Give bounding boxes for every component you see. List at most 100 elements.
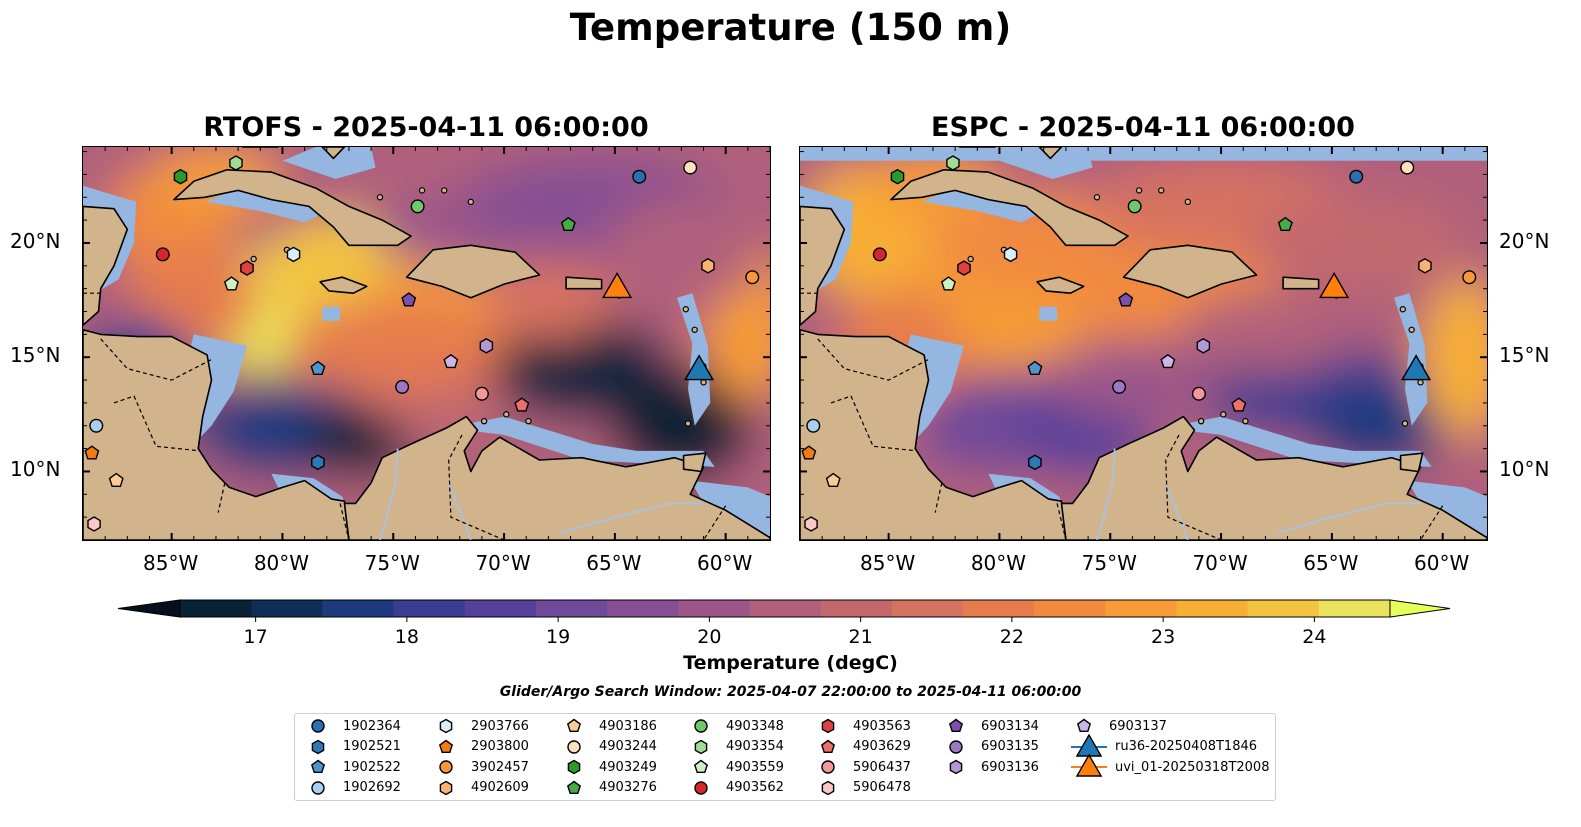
argo-float-4903629[interactable] <box>514 397 530 412</box>
legend-marker-3902457[interactable] <box>439 760 453 774</box>
legend-item: 1902521 <box>305 737 401 757</box>
legend-marker-4903354[interactable] <box>694 739 708 754</box>
argo-float-6903134[interactable] <box>1118 292 1134 307</box>
glider-ru36[interactable] <box>1400 354 1432 381</box>
glider-ru36[interactable] <box>683 354 715 381</box>
lon-tick-label: 70°W <box>1192 551 1248 575</box>
colorbar <box>117 599 1451 622</box>
legend-marker-6903135[interactable] <box>949 739 963 754</box>
argo-float-4903244[interactable] <box>683 160 698 175</box>
river <box>1164 482 1189 540</box>
legend-item: 4903276 <box>561 778 657 798</box>
argo-float-2903800[interactable] <box>801 445 817 460</box>
shelf-pedrobank <box>322 306 341 321</box>
colorbar-tick-label: 21 <box>848 626 873 648</box>
legend-marker-5906437[interactable] <box>821 760 835 774</box>
argo-float-4903348[interactable] <box>1127 199 1142 214</box>
river <box>559 502 704 534</box>
legend-marker-4902609[interactable] <box>439 780 453 795</box>
argo-float-4903563[interactable] <box>957 260 971 276</box>
legend-marker-4903563[interactable] <box>821 718 835 734</box>
legend-marker-6903134[interactable] <box>948 718 964 733</box>
legend-marker-uvi_01[interactable] <box>1075 754 1103 777</box>
argo-float-4903276[interactable] <box>560 216 576 232</box>
small-island <box>700 379 707 386</box>
argo-float-1902522[interactable] <box>310 360 326 376</box>
legend-marker-4903348[interactable] <box>694 719 708 733</box>
legend-marker-4903244[interactable] <box>567 739 581 754</box>
legend-marker-4903186[interactable] <box>566 718 582 733</box>
argo-float-1902692[interactable] <box>89 418 104 433</box>
legend-marker-6903137[interactable] <box>1076 718 1092 733</box>
legend-marker-2903800[interactable] <box>438 739 454 753</box>
argo-float-2903766[interactable] <box>1003 246 1018 263</box>
argo-float-4903629[interactable] <box>1231 397 1247 412</box>
argo-float-1902692[interactable] <box>806 418 821 433</box>
argo-float-5906437[interactable] <box>474 386 489 401</box>
legend-marker-4903629[interactable] <box>820 739 836 753</box>
small-island <box>376 194 384 201</box>
legend-marker-1902692[interactable] <box>311 780 325 795</box>
argo-float-2903766[interactable] <box>286 246 301 263</box>
legend-marker-4903249[interactable] <box>567 759 581 775</box>
argo-float-1902364[interactable] <box>632 169 647 184</box>
argo-float-6903135[interactable] <box>1112 379 1127 394</box>
domain-edge-band <box>800 147 1487 161</box>
argo-float-4903186[interactable] <box>108 472 124 487</box>
argo-float-4903559[interactable] <box>223 276 239 291</box>
legend-label: 6903137 <box>1109 718 1167 734</box>
argo-float-6903137[interactable] <box>1160 353 1176 369</box>
rtofs-map[interactable] <box>82 146 771 541</box>
shelf-venezuela <box>446 416 715 467</box>
glider-uvi_01[interactable] <box>1318 271 1350 299</box>
argo-float-3902457[interactable] <box>1462 270 1477 285</box>
argo-float-4903563[interactable] <box>240 260 254 276</box>
argo-float-6903136[interactable] <box>1196 337 1211 354</box>
argo-float-4903186[interactable] <box>825 472 841 487</box>
legend-marker-2903766[interactable] <box>439 718 453 734</box>
legend-marker-6903136[interactable] <box>949 759 963 775</box>
argo-float-4903562[interactable] <box>155 247 170 262</box>
argo-float-6903136[interactable] <box>479 337 494 354</box>
argo-float-4902609[interactable] <box>701 257 715 274</box>
argo-float-5906478[interactable] <box>87 516 101 532</box>
argo-float-4903249[interactable] <box>890 168 905 185</box>
argo-float-4902609[interactable] <box>1418 257 1432 274</box>
legend-marker-4903559[interactable] <box>693 759 709 774</box>
argo-float-3902457[interactable] <box>745 270 760 285</box>
argo-float-5906478[interactable] <box>804 516 818 532</box>
argo-float-4903249[interactable] <box>173 168 188 185</box>
legend-item: 4903244 <box>561 737 657 757</box>
legend-item: 6903137 <box>1071 716 1167 736</box>
legend-marker-5906478[interactable] <box>821 780 835 795</box>
legend-marker-ru36[interactable] <box>1075 733 1103 757</box>
argo-float-4903354[interactable] <box>946 155 960 171</box>
argo-float-6903137[interactable] <box>443 353 459 369</box>
espc-map[interactable] <box>799 146 1488 541</box>
argo-float-1902522[interactable] <box>1027 360 1043 376</box>
legend-item: 6903136 <box>943 757 1039 777</box>
argo-float-2903800[interactable] <box>84 445 100 460</box>
argo-float-4903276[interactable] <box>1277 216 1293 232</box>
shelf-cubasouth <box>921 188 1044 223</box>
legend-marker-1902522[interactable] <box>310 759 326 774</box>
legend-item: 4903348 <box>688 716 784 736</box>
argo-float-4903559[interactable] <box>940 276 956 291</box>
argo-float-4903562[interactable] <box>872 247 887 262</box>
argo-float-5906437[interactable] <box>1191 386 1206 401</box>
argo-float-1902521[interactable] <box>311 454 325 471</box>
legend-marker-1902364[interactable] <box>311 719 325 733</box>
legend-marker-4903562[interactable] <box>694 780 708 795</box>
argo-float-1902364[interactable] <box>1349 169 1364 184</box>
argo-float-4903354[interactable] <box>229 155 243 171</box>
legend-marker-1902521[interactable] <box>311 739 325 754</box>
argo-float-4903348[interactable] <box>410 199 425 214</box>
argo-float-4903244[interactable] <box>1400 160 1415 175</box>
legend-marker-4903276[interactable] <box>566 780 582 794</box>
argo-float-6903134[interactable] <box>401 292 417 307</box>
argo-float-1902521[interactable] <box>1028 454 1042 471</box>
argo-float-6903135[interactable] <box>395 379 410 394</box>
lat-tick-label-right: 10°N <box>1499 457 1550 482</box>
lat-tick-label-left: 10°N <box>10 457 61 482</box>
glider-uvi_01[interactable] <box>601 271 633 299</box>
